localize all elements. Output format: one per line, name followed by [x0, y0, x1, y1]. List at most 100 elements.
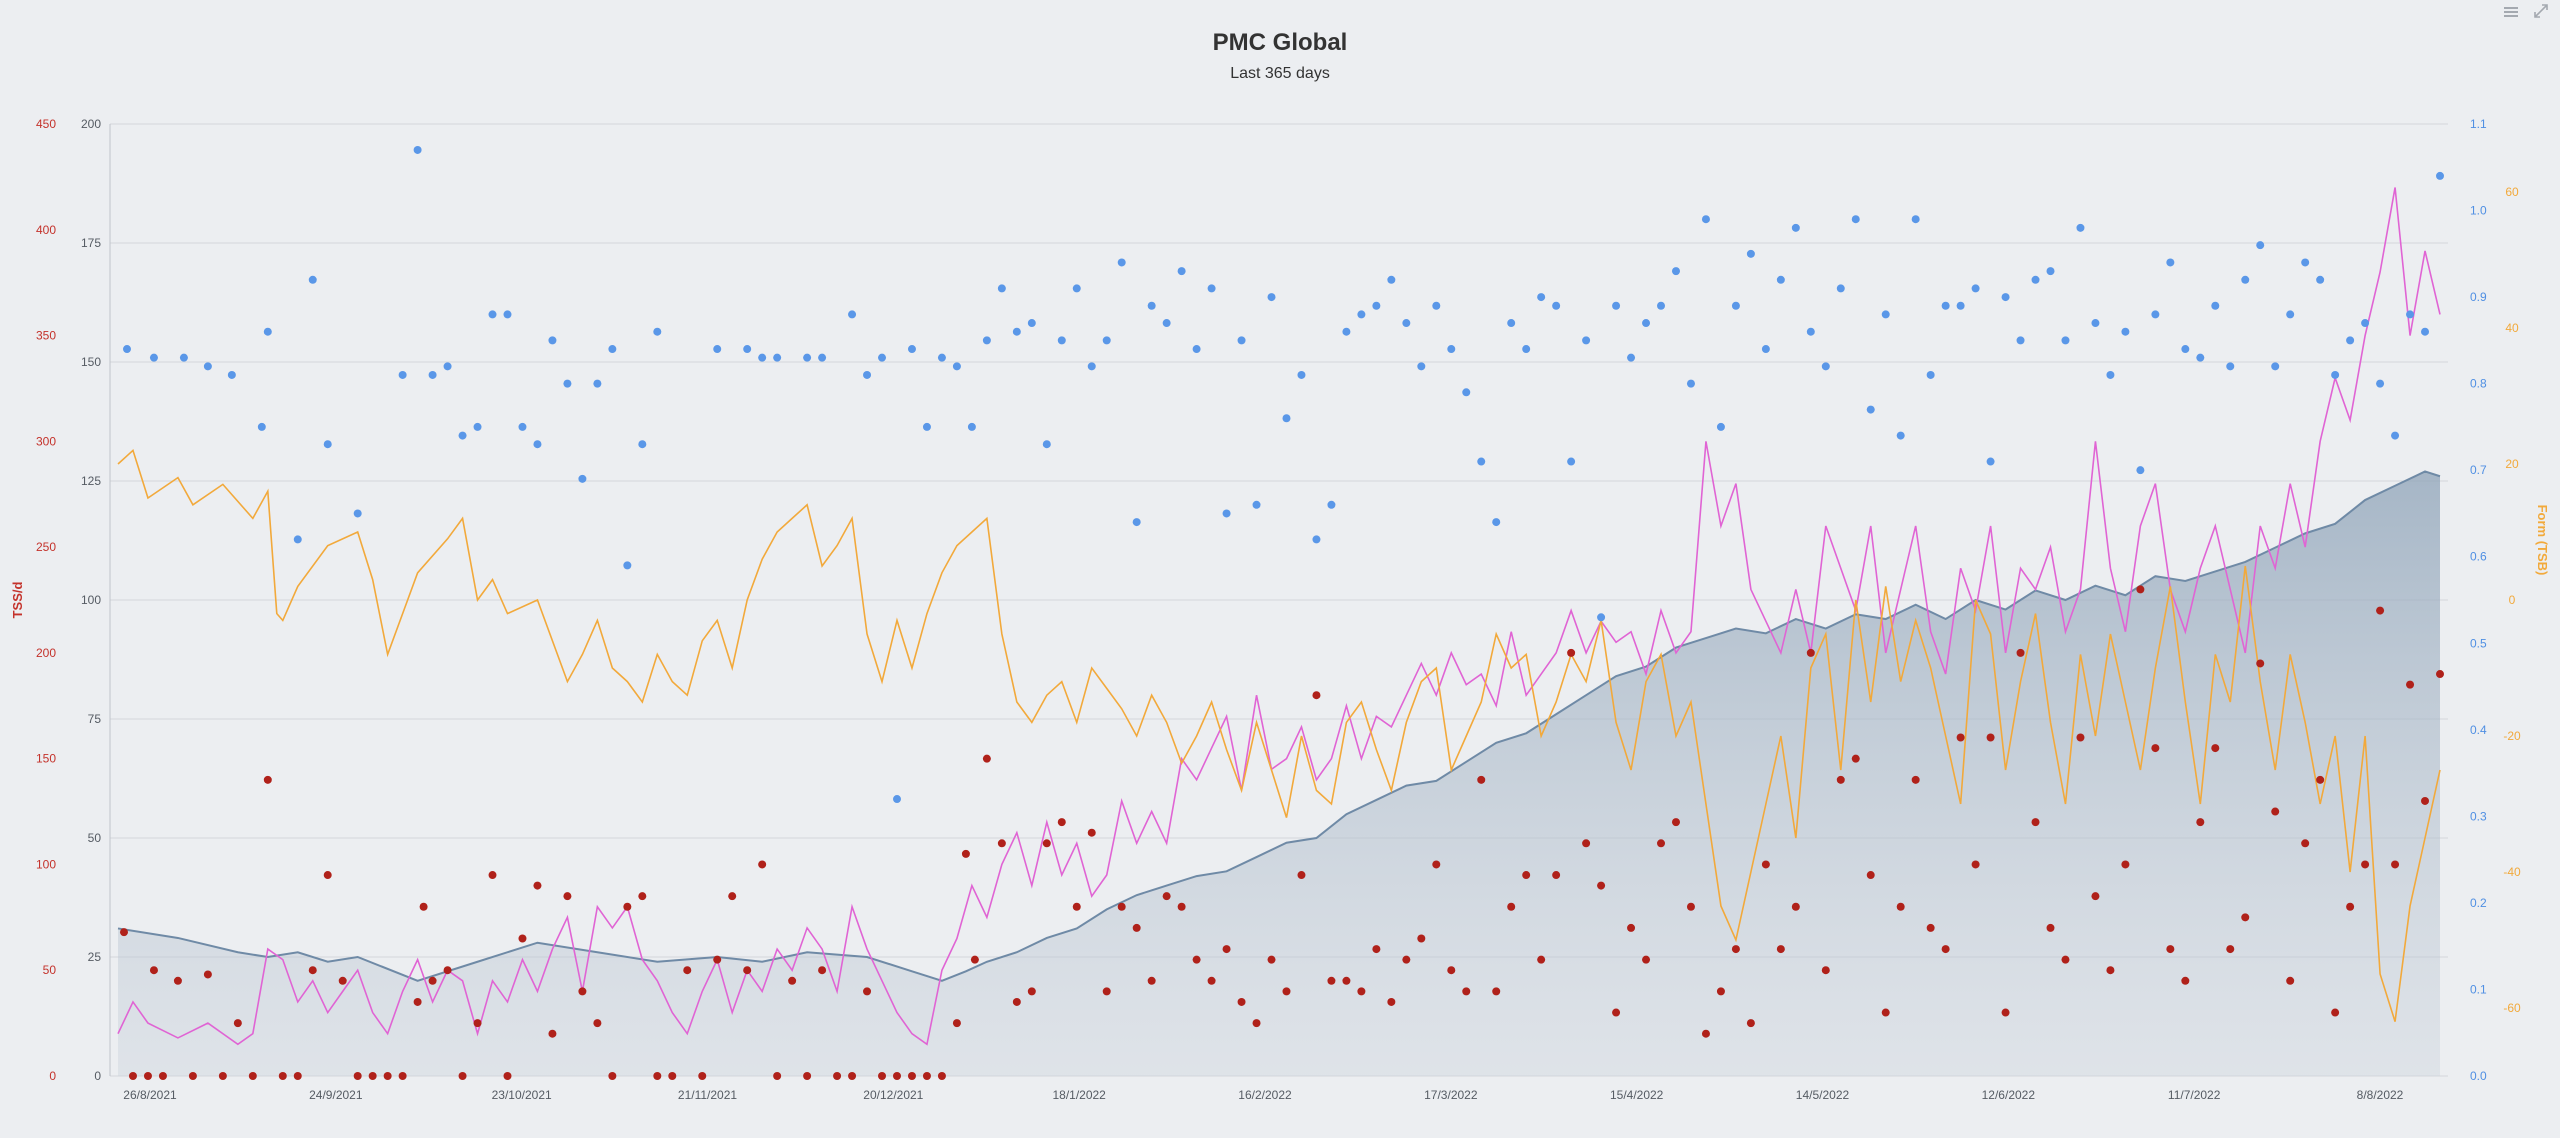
tss-point	[578, 987, 587, 996]
tss-point	[413, 997, 422, 1006]
intensity-point	[1791, 223, 1800, 232]
intensity-point	[533, 440, 542, 449]
chart-title: PMC Global	[1213, 29, 1348, 56]
intensity-point	[1657, 301, 1666, 310]
tss-point	[863, 987, 872, 996]
intensity-point	[1282, 414, 1291, 423]
intensity-point	[2061, 336, 2070, 345]
tss-point	[668, 1072, 677, 1080]
intensity-point	[2016, 336, 2025, 345]
intensity-point	[1746, 249, 1755, 258]
x-tick-label: 20/12/2021	[863, 1088, 923, 1102]
tss-point	[1057, 818, 1066, 827]
tss-point	[1642, 955, 1651, 964]
tss-point	[278, 1072, 287, 1080]
intensity-point	[1267, 293, 1276, 302]
x-tick-label: 26/8/2021	[123, 1088, 177, 1102]
intensity-tick-label: 0.9	[2470, 290, 2487, 304]
intensity-point	[818, 353, 827, 362]
tss-point	[1597, 881, 1606, 890]
intensity-point	[503, 310, 512, 319]
intensity-point	[1522, 345, 1531, 354]
tss-point	[1686, 902, 1695, 911]
tss-point	[368, 1072, 377, 1080]
tss-point	[398, 1072, 407, 1080]
expand-icon[interactable]	[2530, 2, 2552, 22]
x-tick-label: 17/3/2022	[1424, 1088, 1478, 1102]
tss-point	[2031, 818, 2040, 827]
tss-point	[922, 1072, 931, 1080]
tss-point	[2361, 860, 2370, 869]
intensity-point	[2136, 466, 2145, 475]
intensity-point	[638, 440, 647, 449]
intensity-point	[1986, 457, 1995, 466]
intensity-point	[2181, 345, 2190, 354]
intensity-point	[1177, 267, 1186, 276]
ctl-tick-label: 75	[88, 712, 102, 726]
x-tick-label: 8/8/2022	[2357, 1088, 2404, 1102]
tss-point	[2181, 976, 2190, 985]
intensity-point	[1357, 310, 1366, 319]
intensity-tick-label: 0.8	[2470, 377, 2487, 391]
intensity-point	[2376, 379, 2385, 388]
intensity-point	[907, 345, 916, 354]
tss-axis-title: TSS/d	[10, 582, 25, 619]
menu-icon[interactable]	[2500, 2, 2522, 22]
intensity-point	[323, 440, 332, 449]
tss-point	[1522, 871, 1531, 880]
tss-point	[2136, 585, 2145, 594]
tss-point	[293, 1072, 302, 1080]
intensity-point	[2076, 223, 2085, 232]
tss-point	[683, 966, 692, 975]
intensity-point	[1492, 518, 1501, 527]
tss-point	[1836, 775, 1845, 784]
tss-point	[2331, 1008, 2340, 1017]
tss-point	[2241, 913, 2250, 922]
intensity-point	[149, 353, 158, 362]
tss-point	[2046, 923, 2055, 932]
tss-point	[1477, 775, 1486, 784]
intensity-point	[2271, 362, 2280, 371]
tss-point	[1072, 902, 1081, 911]
tss-point	[2151, 744, 2160, 753]
tss-point	[1761, 860, 1770, 869]
intensity-point	[1132, 518, 1141, 527]
tss-point	[1222, 945, 1231, 954]
tsb-series-line	[117, 448, 2441, 1022]
tss-point	[698, 1072, 707, 1080]
intensity-point	[743, 345, 752, 354]
tss-point	[2376, 606, 2385, 615]
tss-point	[1252, 1019, 1261, 1028]
x-tick-label: 15/4/2022	[1610, 1088, 1664, 1102]
intensity-point	[922, 422, 931, 431]
intensity-point	[1851, 215, 1860, 224]
intensity-point	[1327, 500, 1336, 509]
intensity-point	[2241, 275, 2250, 284]
tss-point	[1192, 955, 1201, 964]
intensity-point	[263, 327, 272, 336]
intensity-tick-label: 0.5	[2470, 636, 2487, 650]
intensity-point	[2001, 293, 2010, 302]
tss-point	[1567, 648, 1576, 657]
tss-point	[218, 1072, 227, 1080]
tss-point	[1582, 839, 1591, 848]
intensity-point	[257, 422, 266, 431]
intensity-point	[1432, 301, 1441, 310]
intensity-point	[1537, 293, 1546, 302]
tss-point	[203, 970, 212, 979]
intensity-point	[593, 379, 602, 388]
tss-point	[937, 1072, 946, 1080]
tss-point	[2106, 966, 2115, 975]
tss-point	[338, 976, 347, 985]
tss-point	[2271, 807, 2280, 816]
tss-point	[1432, 860, 1441, 869]
x-tick-label: 18/1/2022	[1052, 1088, 1106, 1102]
tss-point	[1267, 955, 1276, 964]
intensity-point	[878, 353, 887, 362]
tss-tick-label: 450	[36, 117, 56, 131]
intensity-point	[1222, 509, 1231, 518]
tsb-tick-label: 60	[2505, 185, 2519, 199]
ctl-tick-label: 50	[88, 831, 102, 845]
tss-point	[518, 934, 527, 943]
